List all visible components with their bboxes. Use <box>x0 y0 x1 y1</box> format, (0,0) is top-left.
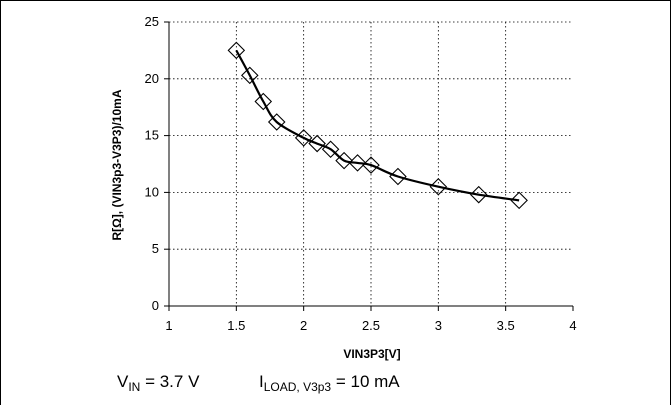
x-tick-label: 3 <box>435 318 442 333</box>
data-point-marker <box>389 167 407 186</box>
y-tick-label: 0 <box>152 298 159 313</box>
y-tick-label: 5 <box>152 241 159 256</box>
y-tick-label: 10 <box>145 184 159 199</box>
frame-top-rule <box>0 0 671 1</box>
y-tick-label: 25 <box>145 14 159 29</box>
data-point-marker <box>294 129 313 147</box>
tick-label-layer: 0 5 10 15 20 25 1 1.5 2 2.5 3 3.5 4 <box>145 14 577 333</box>
vin-symbol: V <box>117 372 129 391</box>
x-tick-label: 1 <box>165 318 172 333</box>
data-point-marker <box>429 177 448 196</box>
data-point-marker <box>267 113 286 131</box>
data-point-marker <box>241 66 259 85</box>
data-point-marker <box>510 191 528 210</box>
iload-condition: ILOAD, V3p3 = 10 mA <box>259 372 400 394</box>
x-tick-label: 2.5 <box>362 318 380 333</box>
x-tick-label: 1.5 <box>227 318 245 333</box>
grid-layer <box>169 21 573 306</box>
data-point-marker <box>362 156 380 174</box>
frame-left-rule <box>0 0 1 405</box>
iload-symbol: I <box>259 372 264 391</box>
vin-subscript: IN <box>128 380 141 394</box>
data-point-marker <box>227 41 246 60</box>
axis-layer <box>164 21 574 311</box>
data-point-marker <box>254 92 273 111</box>
iload-value: = 10 mA <box>335 372 400 391</box>
y-tick-label: 15 <box>145 128 159 143</box>
data-point-marker <box>308 134 326 153</box>
y-tick-label: 20 <box>145 71 159 86</box>
marker-layer <box>227 41 528 210</box>
x-axis-title: VIN3P3[V] <box>343 347 400 361</box>
vin-value: = 3.7 V <box>145 372 200 391</box>
iload-subscript: LOAD, V3p3 <box>263 380 332 394</box>
data-point-marker <box>335 151 353 170</box>
data-point-marker <box>321 140 340 159</box>
data-point-marker <box>348 154 367 172</box>
vin-condition: VIN = 3.7 V <box>117 372 199 394</box>
data-point-marker <box>469 185 488 204</box>
x-tick-label: 2 <box>300 318 307 333</box>
x-tick-label: 4 <box>569 318 576 333</box>
trend-curve-layer <box>235 49 520 202</box>
x-tick-label: 3.5 <box>497 318 515 333</box>
y-axis-title: R[Ω], (VIN3p3-V3P3)/10mA <box>110 89 124 240</box>
trend-curve <box>235 49 520 202</box>
